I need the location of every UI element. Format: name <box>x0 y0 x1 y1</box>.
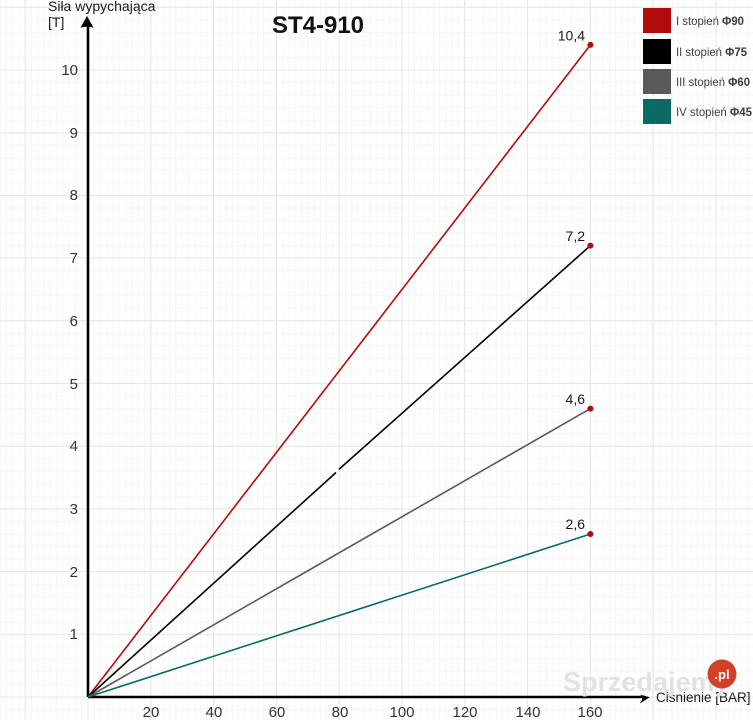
svg-text:III stopień Φ60: III stopień Φ60 <box>676 75 750 89</box>
svg-text:60: 60 <box>269 704 286 720</box>
svg-text:Sprzedajemy: Sprzedajemy <box>563 667 730 697</box>
svg-text:7: 7 <box>70 250 78 267</box>
svg-text:20: 20 <box>143 704 160 720</box>
svg-text:IV stopień Φ45: IV stopień Φ45 <box>676 105 752 119</box>
svg-text:10: 10 <box>61 62 78 79</box>
svg-text:7,2: 7,2 <box>566 228 586 244</box>
svg-text:160: 160 <box>577 704 602 720</box>
svg-text:5: 5 <box>70 376 78 393</box>
svg-text:40: 40 <box>206 704 223 720</box>
svg-text:9: 9 <box>70 125 78 142</box>
svg-text:10,4: 10,4 <box>558 28 585 44</box>
svg-text:I stopień Φ90: I stopień Φ90 <box>676 14 744 28</box>
svg-text:120: 120 <box>452 704 477 720</box>
svg-text:8: 8 <box>70 187 78 204</box>
svg-text:6: 6 <box>70 313 78 330</box>
svg-text:3: 3 <box>70 501 78 518</box>
svg-text:.pl: .pl <box>714 667 729 682</box>
svg-text:4,6: 4,6 <box>566 391 586 407</box>
svg-text:ST4-910: ST4-910 <box>272 12 364 39</box>
svg-text:1: 1 <box>70 626 78 643</box>
svg-text:140: 140 <box>515 704 540 720</box>
svg-text:4: 4 <box>70 438 78 455</box>
svg-text:II stopień Φ75: II stopień Φ75 <box>676 45 747 59</box>
svg-text:Siła wypychająca: Siła wypychająca <box>48 0 156 14</box>
svg-text:80: 80 <box>332 704 349 720</box>
svg-text:[T]: [T] <box>48 14 64 30</box>
svg-text:2,6: 2,6 <box>566 516 586 532</box>
svg-text:100: 100 <box>389 704 414 720</box>
svg-text:2: 2 <box>70 564 78 581</box>
